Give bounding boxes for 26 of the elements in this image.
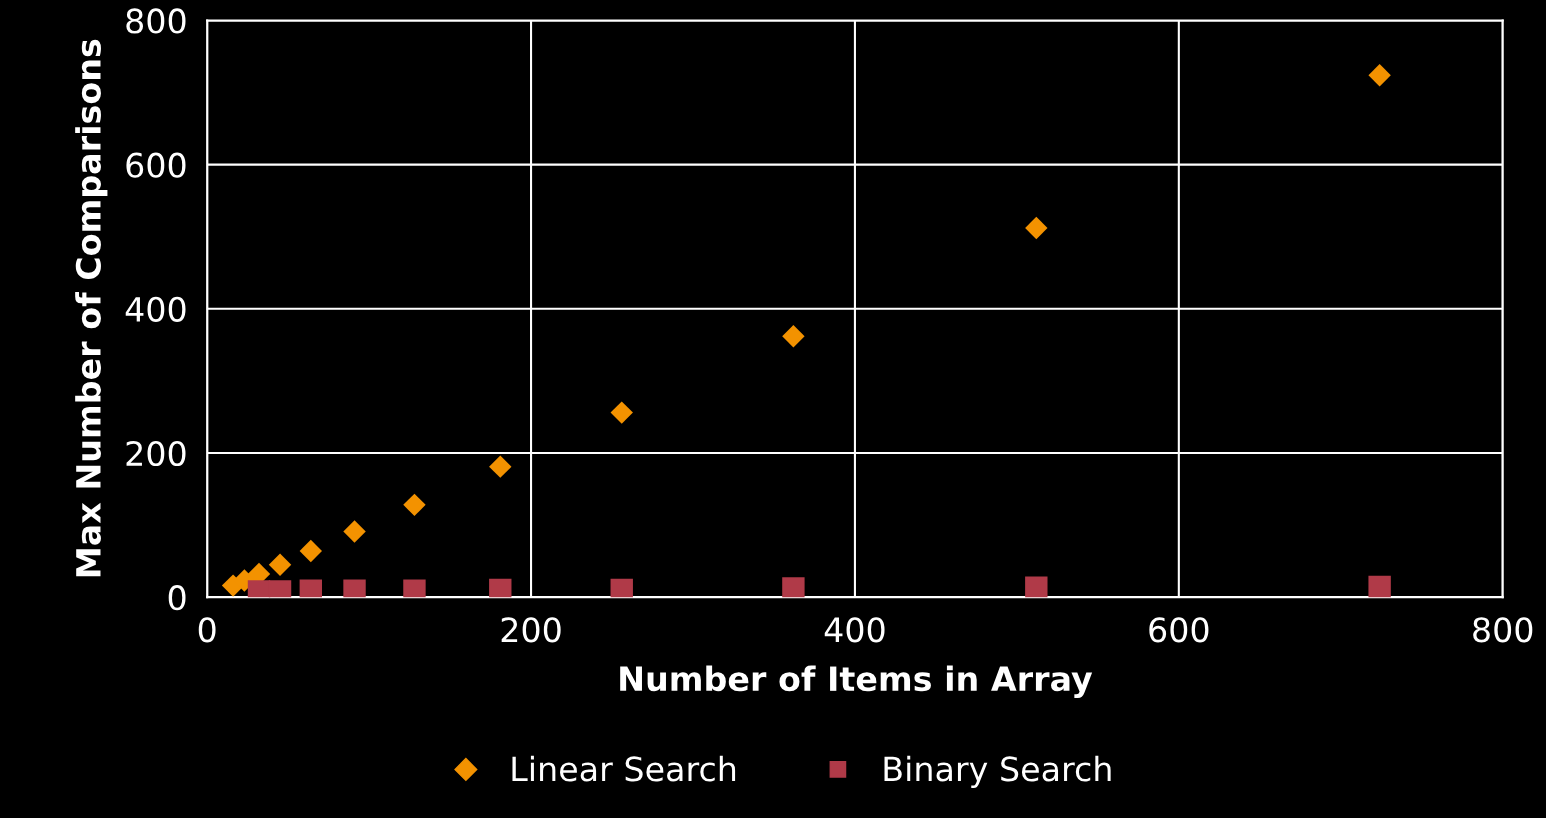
y-tick-label: 800 [126, 8, 186, 34]
x-tick-label: 0 [198, 617, 216, 643]
point [610, 401, 633, 424]
x-axis-title: Number of Items in Array [620, 665, 1093, 699]
point [1368, 575, 1391, 598]
point [489, 455, 512, 478]
x-tick-label: 600 [1149, 617, 1209, 643]
point [1025, 216, 1048, 240]
point [268, 553, 292, 576]
point [782, 324, 805, 348]
y-tick-label: 400 [125, 296, 186, 322]
x-tick-label: 400 [824, 617, 885, 643]
point [1368, 64, 1391, 87]
point [403, 493, 426, 517]
point [1025, 576, 1048, 598]
y-tick-label: 0 [168, 585, 186, 611]
point [343, 520, 366, 543]
legend-label: Linear Search [512, 755, 736, 782]
x-tick-label: 800 [1473, 617, 1533, 643]
point [299, 539, 323, 563]
y-tick-label: 600 [126, 152, 186, 178]
y-axis-title: Max Number of Comparisons [75, 39, 108, 577]
legend-label: Binary Search [884, 755, 1111, 788]
point [782, 577, 805, 598]
x-tick-label: 200 [501, 617, 561, 643]
y-tick-label: 200 [126, 440, 186, 467]
